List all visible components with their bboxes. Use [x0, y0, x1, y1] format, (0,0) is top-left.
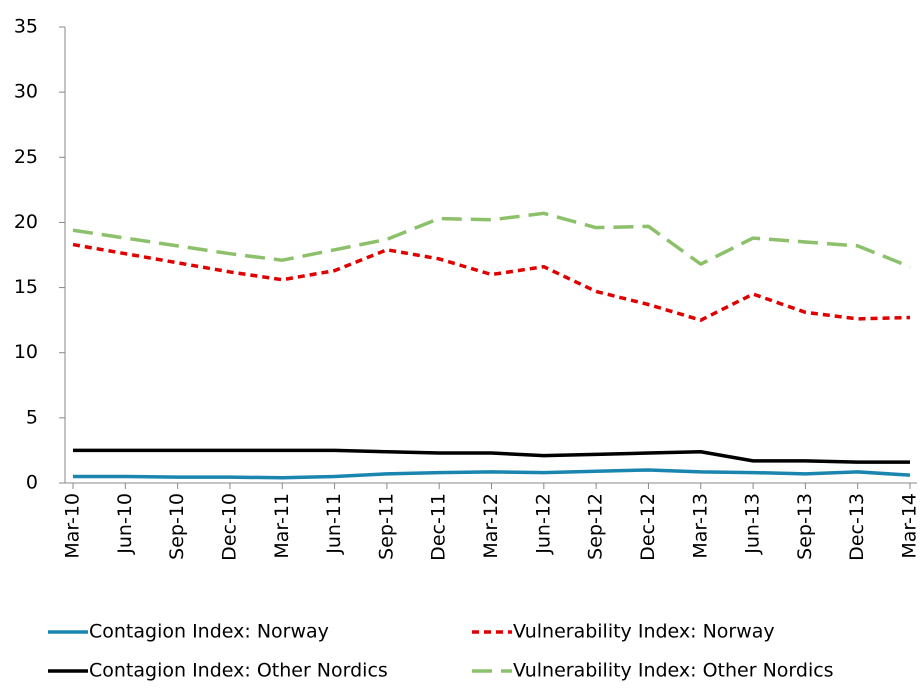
x-tick-label: Jun-12 [532, 493, 554, 555]
x-tick-label: Dec-12 [637, 493, 659, 561]
y-tick-label: 10 [14, 341, 38, 363]
y-tick-label: 15 [14, 276, 38, 298]
series-line [73, 448, 910, 464]
x-tick-label: Dec-11 [428, 493, 450, 561]
x-tick-label: Mar-11 [271, 493, 293, 559]
legend-label: Contagion Index: Other Nordics [89, 660, 388, 682]
series-line [72, 211, 911, 269]
legend-label: Contagion Index: Norway [89, 621, 329, 643]
x-tick-label: Sep-10 [166, 493, 188, 560]
x-tick-label: Mar-12 [480, 493, 502, 559]
x-tick-label: Dec-10 [218, 493, 240, 561]
x-tick-label: Jun-10 [114, 493, 136, 555]
x-tick-label: Jun-11 [323, 493, 345, 555]
x-tick-label: Sep-11 [375, 493, 397, 560]
y-tick-label: 5 [26, 406, 38, 428]
x-tick-label: Mar-13 [689, 493, 711, 559]
y-tick-label: 25 [14, 146, 38, 168]
series-line [72, 242, 911, 322]
legend-label: Vulnerability Index: Norway [513, 621, 775, 643]
x-tick-label: Sep-12 [585, 493, 607, 560]
y-tick-label: 35 [14, 16, 38, 38]
x-tick-label: Sep-13 [794, 493, 816, 560]
y-tick-label: 20 [14, 211, 38, 233]
y-tick-label: 0 [26, 472, 38, 494]
legend-label: Vulnerability Index: Other Nordics [513, 660, 834, 682]
x-tick-label: Mar-14 [899, 493, 921, 559]
y-tick-label: 30 [14, 81, 38, 103]
series-line [73, 468, 911, 480]
x-tick-label: Jun-13 [742, 493, 764, 555]
x-tick-label: Mar-10 [62, 493, 84, 559]
x-tick-label: Dec-13 [846, 493, 868, 561]
